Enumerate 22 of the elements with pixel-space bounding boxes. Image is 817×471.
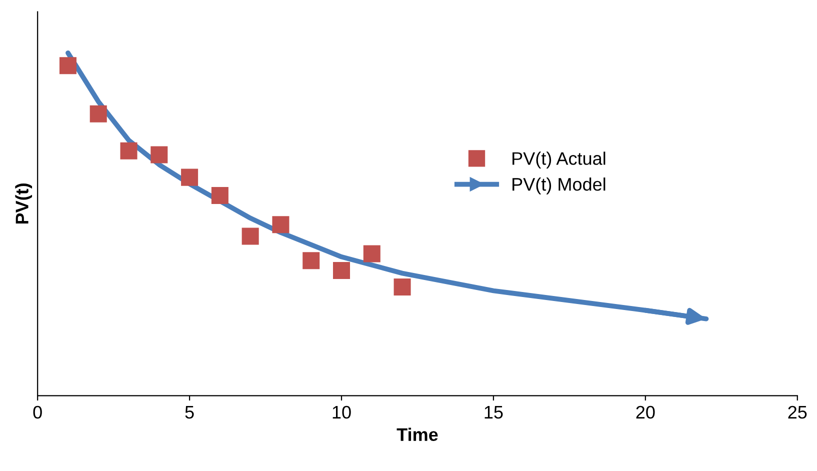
point — [242, 228, 259, 245]
point — [181, 168, 198, 186]
x-tick-label: 15 — [484, 406, 503, 419]
x-tick-label: 10 — [332, 406, 351, 419]
point — [150, 146, 168, 164]
point — [211, 186, 228, 204]
x-tick-label: 5 — [185, 406, 194, 419]
point — [394, 278, 411, 296]
x-tick-label: 20 — [636, 406, 655, 419]
y-axis-title: PV(t) — [15, 184, 32, 224]
x-tick-label: 0 — [33, 406, 42, 419]
x-axis-title: Time — [396, 428, 438, 442]
point — [59, 57, 76, 74]
point — [363, 245, 380, 262]
point — [90, 105, 107, 122]
x-tick-label: 25 — [788, 406, 807, 419]
legend-label: PV(t) Actual — [512, 152, 606, 168]
point — [333, 262, 350, 280]
legend-label: PV(t) Model — [512, 178, 606, 194]
point — [120, 142, 138, 160]
point — [302, 252, 320, 270]
point — [272, 216, 290, 234]
